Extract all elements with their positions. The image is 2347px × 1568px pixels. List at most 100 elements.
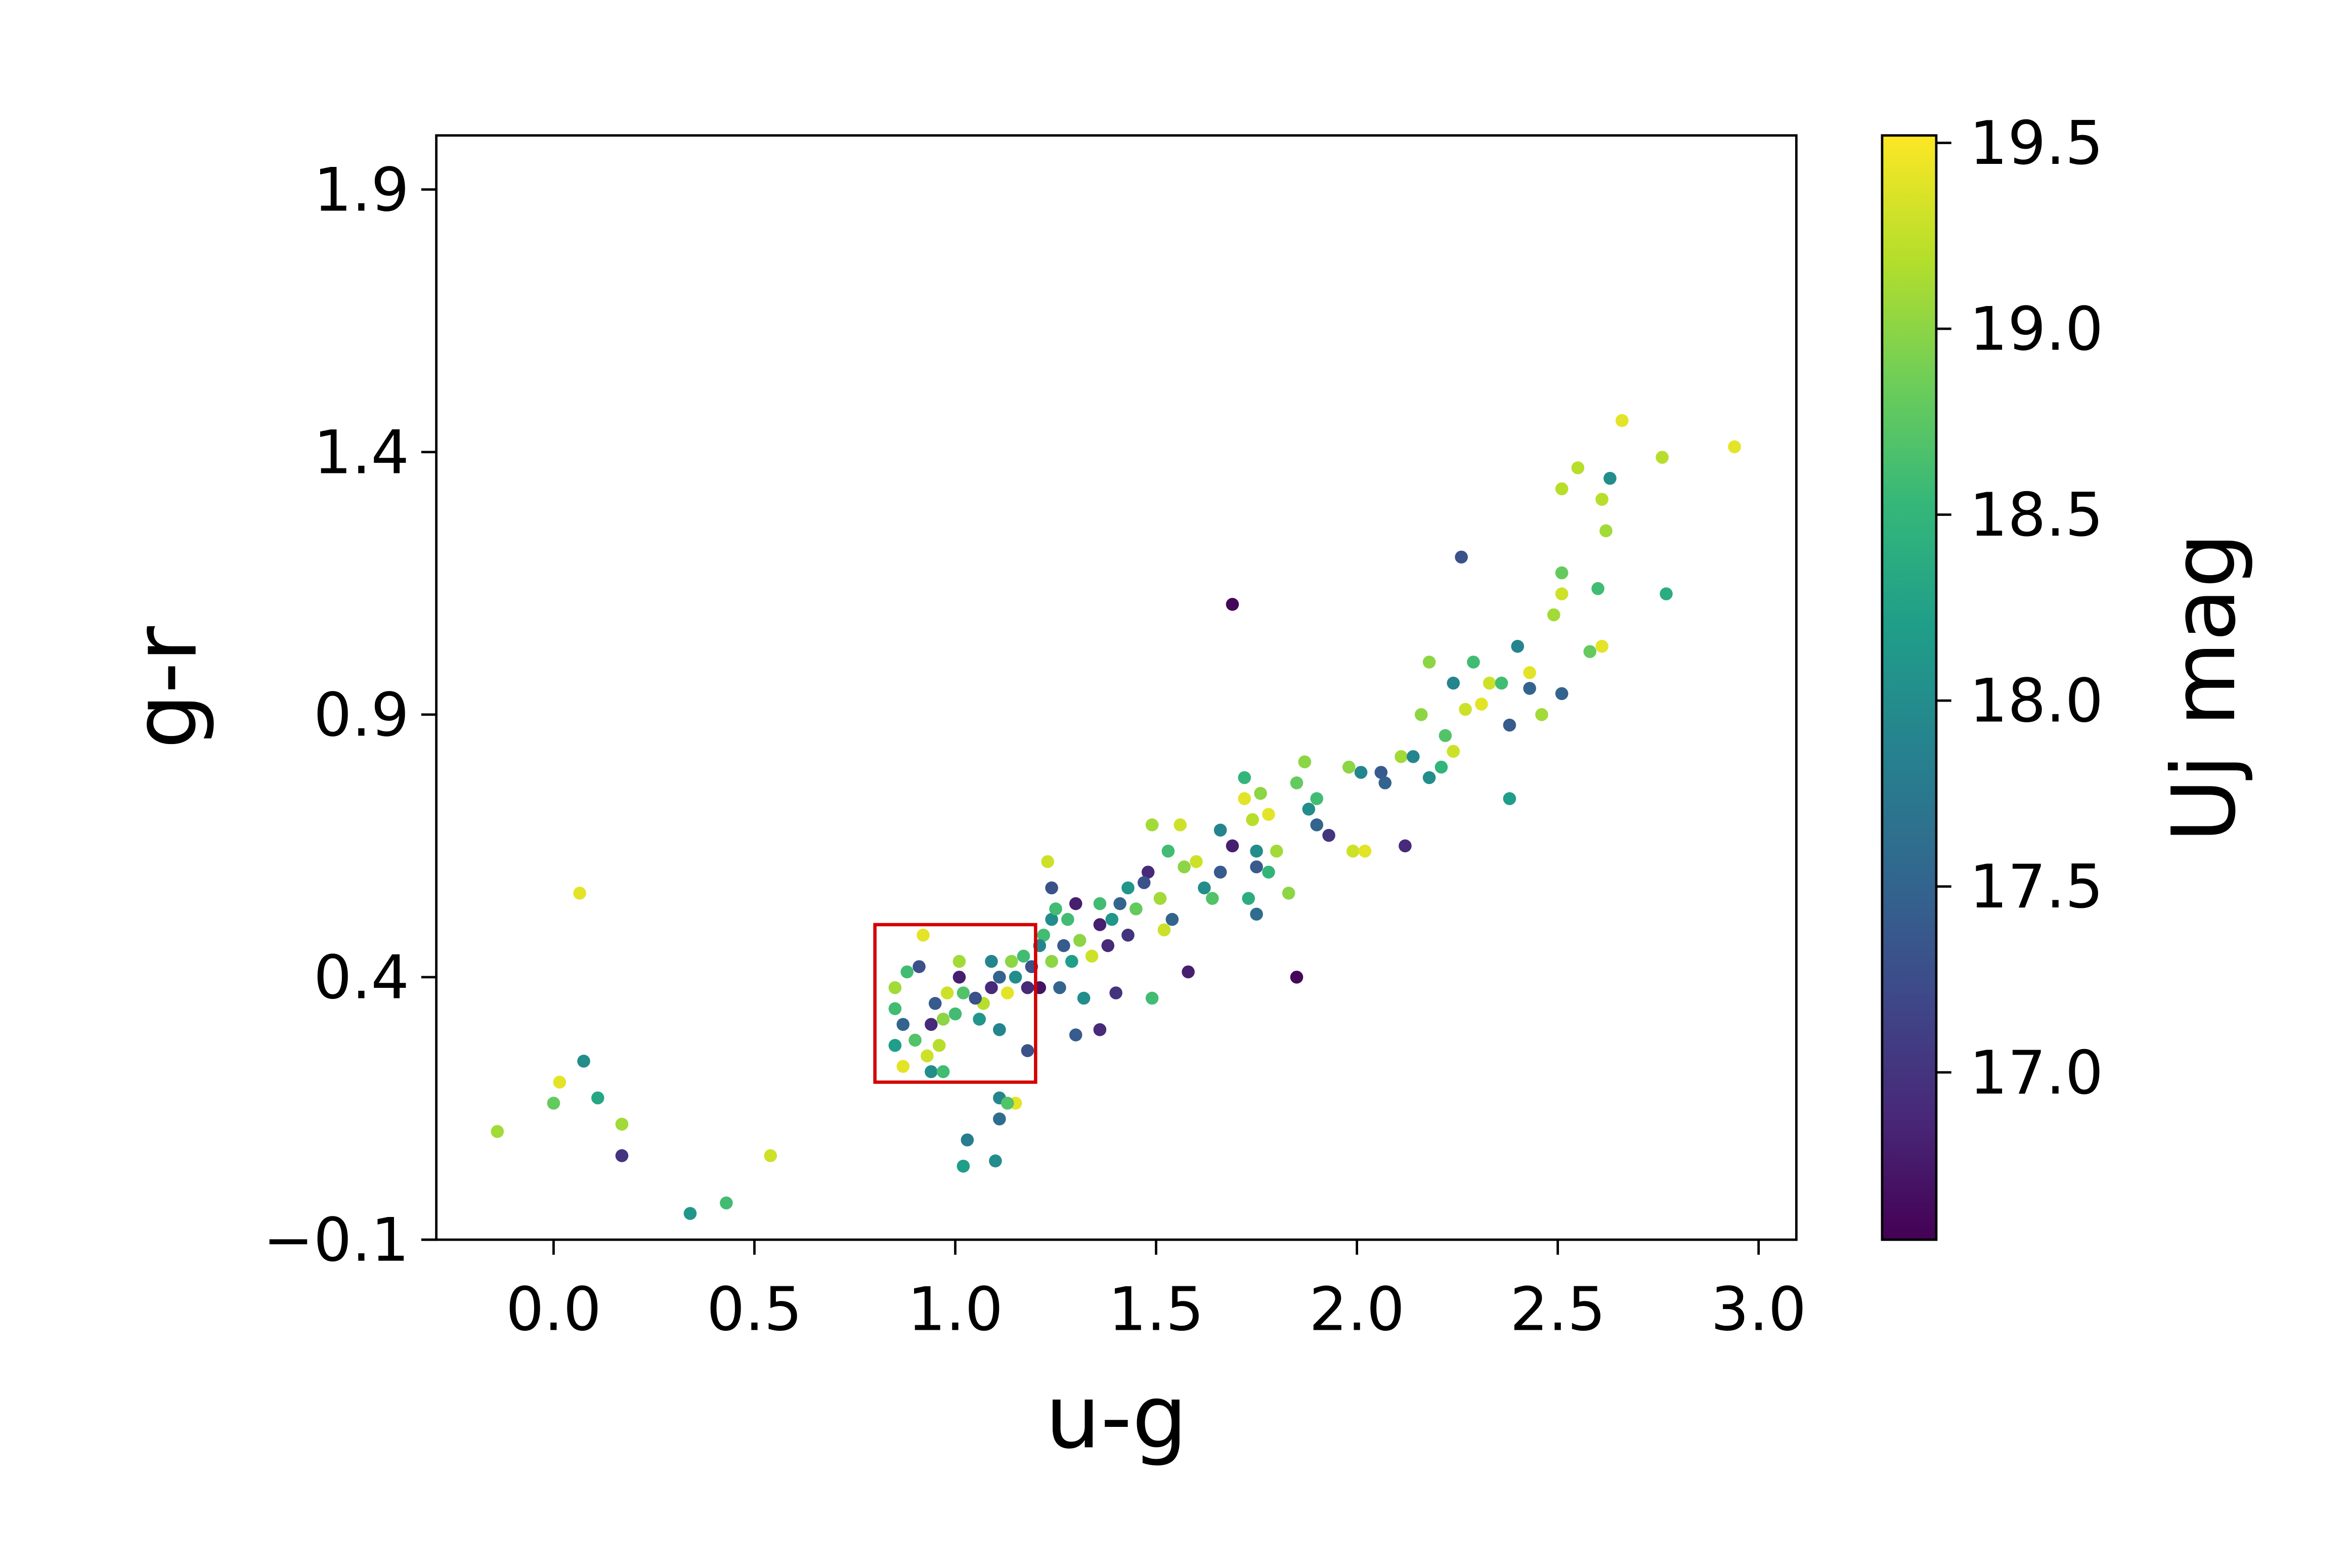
point [1599, 524, 1613, 538]
point [1495, 676, 1508, 690]
point [1346, 844, 1360, 858]
point [921, 1049, 934, 1063]
x-tick-label: 2.0 [1309, 1275, 1405, 1344]
point [577, 1055, 590, 1068]
point [1555, 566, 1569, 580]
colorbar-tick-label: 18.0 [1969, 667, 2103, 736]
point [1141, 865, 1155, 879]
colorbar-tick-label: 17.0 [1969, 1038, 2103, 1108]
point [1157, 923, 1171, 937]
point [936, 1013, 950, 1026]
point [1262, 808, 1275, 821]
point [1057, 939, 1070, 952]
point [1615, 414, 1629, 427]
point [1190, 855, 1203, 868]
point [896, 1018, 910, 1031]
point [720, 1196, 733, 1210]
point [1226, 598, 1239, 611]
point [1302, 802, 1316, 816]
point [1310, 818, 1324, 832]
point [1238, 792, 1251, 805]
point [985, 981, 998, 994]
x-tick-label: 2.5 [1510, 1275, 1605, 1344]
point [1475, 698, 1488, 711]
point [1447, 676, 1460, 690]
point [1422, 771, 1436, 785]
point [957, 1159, 970, 1173]
point [1250, 844, 1263, 858]
point [1254, 787, 1267, 800]
point [1174, 818, 1187, 832]
point [764, 1149, 777, 1162]
point [1073, 934, 1086, 947]
point [1205, 892, 1219, 905]
x-tick-label: 1.5 [1108, 1275, 1204, 1344]
point [1414, 708, 1428, 721]
point [1555, 687, 1569, 701]
point [900, 965, 914, 979]
point [1250, 907, 1263, 921]
point [929, 996, 942, 1010]
x-tick-label: 0.0 [506, 1275, 601, 1344]
point [1728, 440, 1741, 454]
point [1045, 881, 1058, 895]
point [1085, 949, 1099, 963]
point [1009, 971, 1022, 984]
point [553, 1075, 567, 1089]
point [615, 1117, 629, 1131]
point [925, 1018, 938, 1031]
colorbar-tick-label: 19.0 [1969, 295, 2103, 365]
point [1467, 656, 1480, 669]
point [1523, 666, 1536, 679]
point [1093, 1023, 1107, 1036]
point [1310, 792, 1324, 805]
point [1001, 986, 1014, 999]
point [1246, 813, 1259, 826]
y-tick-label: 0.9 [314, 680, 409, 750]
point [1001, 1097, 1014, 1110]
point [896, 1060, 910, 1073]
point [1213, 865, 1227, 879]
point [888, 1039, 902, 1052]
point [1503, 792, 1516, 805]
y-axis-label: g-r [115, 626, 216, 749]
point [957, 986, 970, 999]
point [1603, 471, 1617, 485]
point [917, 929, 930, 942]
point [1374, 766, 1388, 779]
point [1547, 608, 1560, 622]
point [573, 886, 586, 900]
point [912, 960, 926, 973]
point [1105, 912, 1119, 926]
point [936, 1065, 950, 1078]
colorbar-tick-label: 18.5 [1969, 481, 2103, 550]
point [1242, 892, 1255, 905]
point [1523, 682, 1536, 695]
point [1290, 971, 1303, 984]
point [1354, 766, 1368, 779]
point [1121, 929, 1135, 942]
point [1137, 876, 1151, 889]
point [1061, 912, 1074, 926]
point [1270, 844, 1283, 858]
point [1399, 839, 1412, 853]
point [1129, 902, 1143, 916]
point [1017, 949, 1030, 963]
x-tick-label: 0.5 [707, 1275, 802, 1344]
point [1322, 829, 1335, 842]
point [1591, 582, 1604, 595]
point [1161, 844, 1175, 858]
plot-frame [435, 134, 1798, 1241]
point [1165, 912, 1179, 926]
point [1422, 656, 1436, 669]
point [491, 1125, 504, 1138]
point [888, 1002, 902, 1015]
point [940, 986, 954, 999]
point [683, 1207, 697, 1220]
point [1342, 760, 1356, 774]
point [925, 1065, 938, 1078]
point [1101, 939, 1115, 952]
point [1226, 839, 1239, 853]
point [952, 971, 966, 984]
